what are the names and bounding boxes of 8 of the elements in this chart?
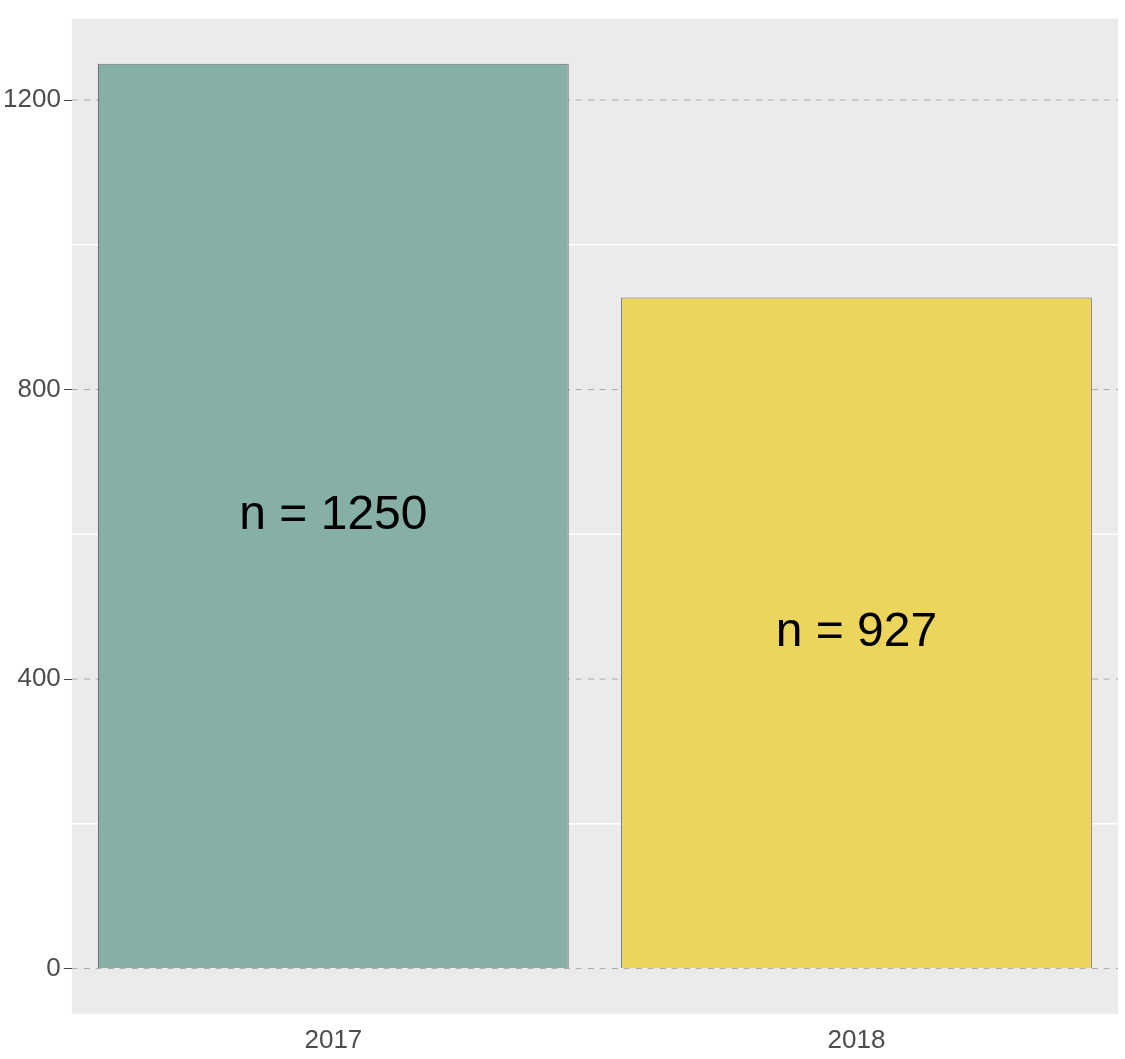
y-tick-label: 1200 bbox=[3, 83, 61, 114]
data-label: n = 927 bbox=[775, 603, 938, 657]
y-tick-label: 800 bbox=[17, 372, 61, 403]
data-label: n = 1250 bbox=[239, 486, 428, 540]
x-tick-label: 2017 bbox=[304, 1023, 363, 1054]
y-tick-label: 0 bbox=[46, 951, 61, 982]
y-tick-label: 400 bbox=[17, 662, 61, 693]
x-tick-label: 2018 bbox=[827, 1023, 886, 1054]
